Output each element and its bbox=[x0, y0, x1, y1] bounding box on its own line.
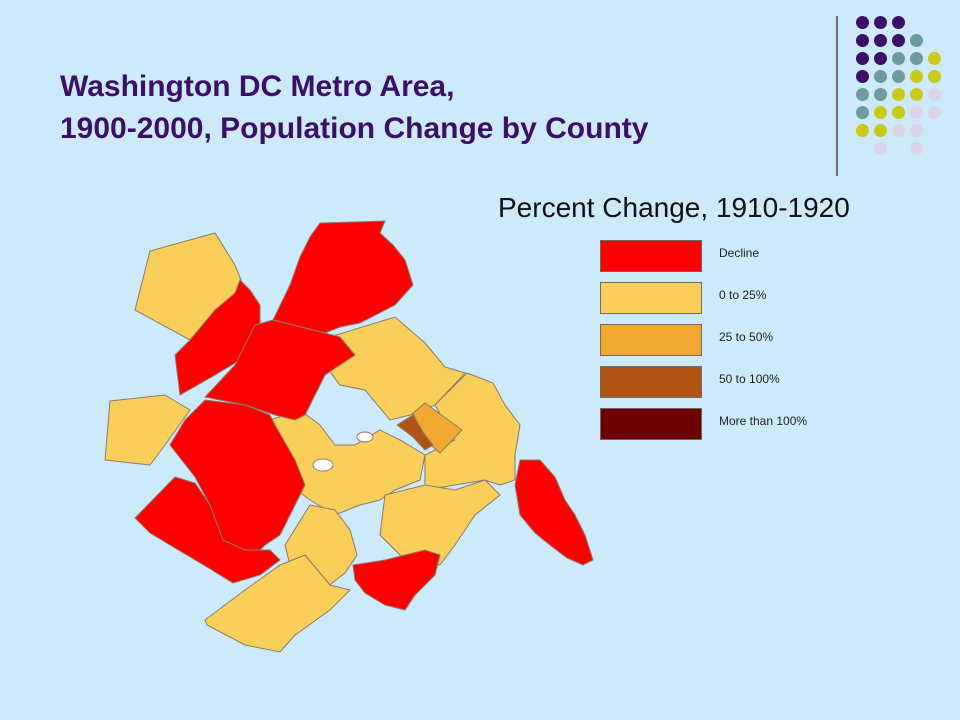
county-map bbox=[104, 220, 594, 653]
decorative-dot bbox=[892, 52, 905, 65]
decorative-dot bbox=[910, 142, 923, 155]
county-stafford bbox=[204, 554, 351, 653]
county-loudoun-north bbox=[174, 279, 261, 396]
county-loudoun bbox=[204, 319, 356, 421]
decorative-dot bbox=[892, 124, 905, 137]
legend-swatch-0-25 bbox=[600, 282, 702, 314]
decorative-dot bbox=[892, 88, 905, 101]
lake-south bbox=[312, 458, 334, 472]
county-fauquier bbox=[169, 399, 306, 561]
legend-label-decline: Decline bbox=[719, 246, 760, 260]
title-line-1: Washington DC Metro Area, bbox=[60, 70, 455, 103]
decorative-dot bbox=[910, 88, 923, 101]
decorative-dot bbox=[856, 16, 869, 29]
decorative-dot bbox=[928, 88, 941, 101]
legend-label-0-25: 0 to 25% bbox=[719, 288, 767, 302]
decorative-dot bbox=[892, 70, 905, 83]
decorative-dot bbox=[856, 88, 869, 101]
county-calvert bbox=[514, 459, 594, 566]
decorative-dot bbox=[928, 106, 941, 119]
lake-north bbox=[356, 431, 374, 443]
decorative-dot bbox=[874, 88, 887, 101]
decorative-dot bbox=[892, 106, 905, 119]
legend-swatch-50-100 bbox=[600, 366, 702, 398]
decorative-dot bbox=[856, 52, 869, 65]
county-frederick bbox=[272, 220, 414, 334]
county-charles-area bbox=[379, 479, 501, 566]
decorative-dot bbox=[874, 70, 887, 83]
legend-label-25-50: 25 to 50% bbox=[719, 330, 774, 344]
decorative-dot bbox=[874, 16, 887, 29]
county-culpeper bbox=[134, 476, 281, 584]
decorative-dot bbox=[892, 16, 905, 29]
county-prince-georges bbox=[424, 372, 521, 491]
legend-item-0-25: 0 to 25% bbox=[600, 282, 900, 314]
legend-swatch-decline bbox=[600, 240, 702, 272]
decorative-dot bbox=[928, 52, 941, 65]
county-washington-city bbox=[396, 414, 434, 451]
legend-item-100-plus: More than 100% bbox=[600, 408, 900, 440]
county-king-george bbox=[352, 549, 441, 611]
legend-swatch-100-plus bbox=[600, 408, 702, 440]
legend-label-50-100: 50 to 100% bbox=[719, 372, 780, 386]
decorative-dot bbox=[856, 124, 869, 137]
decorative-dot bbox=[928, 70, 941, 83]
decorative-dot bbox=[856, 34, 869, 47]
decorative-dot bbox=[910, 52, 923, 65]
map-subtitle: Percent Change, 1910-1920 bbox=[498, 192, 850, 223]
title-line-2: 1900-2000, Population Change by County bbox=[60, 112, 649, 145]
county-west bbox=[104, 394, 191, 466]
decorative-dot bbox=[874, 34, 887, 47]
decorative-dot bbox=[874, 142, 887, 155]
legend-label-100-plus: More than 100% bbox=[719, 414, 808, 428]
legend-swatch-25-50 bbox=[600, 324, 702, 356]
legend-item-decline: Decline bbox=[600, 240, 900, 272]
decorative-divider bbox=[836, 16, 838, 176]
decorative-dot bbox=[910, 34, 923, 47]
decorative-dot bbox=[892, 34, 905, 47]
decorative-dot bbox=[874, 124, 887, 137]
decorative-dot bbox=[874, 106, 887, 119]
decorative-dot bbox=[910, 106, 923, 119]
legend-item-50-100: 50 to 100% bbox=[600, 366, 900, 398]
slide-title: Washington DC Metro Area, 1900-2000, Pop… bbox=[60, 66, 780, 150]
decorative-dot-grid bbox=[850, 12, 960, 162]
decorative-dot bbox=[874, 52, 887, 65]
decorative-dot bbox=[856, 70, 869, 83]
legend-item-25-50: 25 to 50% bbox=[600, 324, 900, 356]
decorative-dot bbox=[910, 70, 923, 83]
decorative-dot bbox=[856, 106, 869, 119]
decorative-dot bbox=[910, 124, 923, 137]
